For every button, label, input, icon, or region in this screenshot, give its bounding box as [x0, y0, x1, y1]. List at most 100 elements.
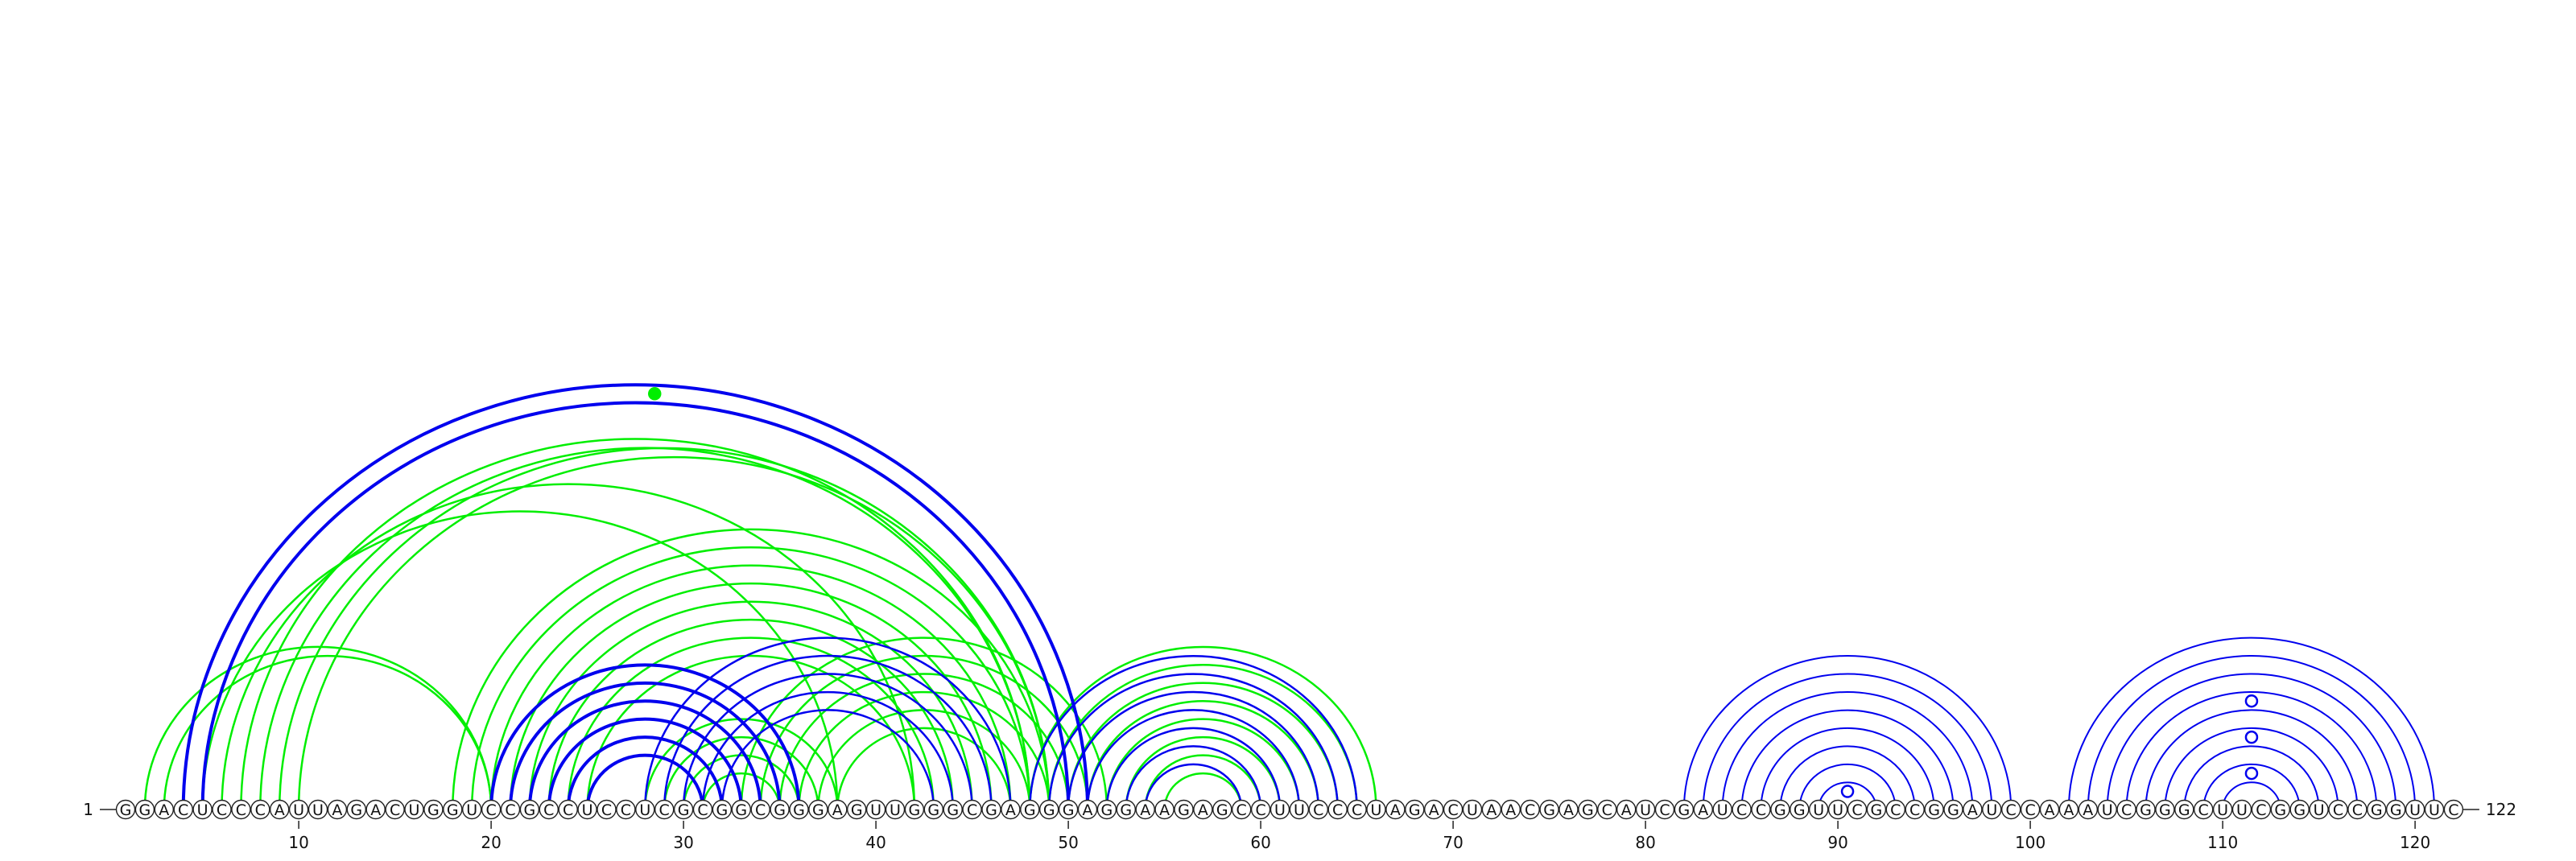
- nucleotide: C: [962, 799, 982, 820]
- nucleotide: U: [288, 799, 309, 820]
- nucleotide-circle: [1231, 799, 1252, 820]
- arc-52-61: [1105, 727, 1282, 810]
- nucleotide: A: [1154, 799, 1174, 820]
- nucleotide-letter: C: [2121, 801, 2132, 819]
- arc-33-52: [740, 636, 1108, 810]
- arc-25-31: [585, 753, 704, 810]
- nucleotide: G: [1943, 799, 1963, 820]
- nucleotide: A: [1193, 799, 1213, 820]
- arc-106-117: [2145, 709, 2359, 810]
- nucleotide-circle: [173, 799, 193, 820]
- nucleotide-circle: [1058, 799, 1079, 820]
- arc-108-115: [2183, 745, 2320, 810]
- nucleotide-circle: [519, 799, 540, 820]
- nucleotide-circle: [1481, 799, 1502, 820]
- nucleotide: A: [270, 799, 290, 820]
- nucleotide-letter: C: [505, 801, 515, 819]
- nucleotide-letter: U: [409, 801, 420, 819]
- nucleotide-circle: [365, 799, 386, 820]
- nucleotide-letter: A: [1159, 801, 1170, 819]
- arc-6-42: [221, 483, 916, 810]
- nucleotide-letter: A: [1563, 801, 1574, 819]
- nucleotide-circle: [770, 799, 790, 820]
- nucleotide-letter: U: [1294, 801, 1305, 819]
- nucleotide-circle: [2328, 799, 2348, 820]
- arc-52-62: [1105, 718, 1301, 810]
- nucleotide: G: [1038, 799, 1059, 820]
- nucleotide: U: [577, 799, 597, 820]
- nucleotide: C: [1327, 799, 1348, 820]
- nucleotide-letter: U: [2409, 801, 2421, 819]
- arc-20-36: [489, 663, 801, 810]
- nucleotide: U: [885, 799, 906, 820]
- nucleotide: C: [1231, 799, 1252, 820]
- nucleotide-circle: [2424, 799, 2445, 820]
- nucleotide: C: [250, 799, 270, 820]
- nucleotide-letter: C: [1313, 801, 1323, 819]
- nucleotide-letter: U: [1832, 801, 1843, 819]
- nucleotide-letter: G: [774, 801, 786, 819]
- loop-marker: [648, 387, 662, 401]
- nucleotide-circle: [1751, 799, 1771, 820]
- arc-31-35: [701, 772, 781, 810]
- nucleotide-letter: C: [755, 801, 766, 819]
- nucleotide: G: [1212, 799, 1232, 820]
- nucleotide-letter: C: [1890, 801, 1901, 819]
- nucleotide-letter: G: [1678, 801, 1690, 819]
- nucleotide-letter: G: [1928, 801, 1940, 819]
- nucleotide-circle: [1020, 799, 1040, 820]
- nucleotide-circle: [1674, 799, 1695, 820]
- nucleotide-circle: [308, 799, 328, 820]
- nucleotide: G: [904, 799, 925, 820]
- nucleotide-letter: C: [2025, 801, 2035, 819]
- arc-54-59: [1144, 763, 1243, 810]
- arc-21-35: [509, 681, 782, 810]
- nucleotide: C: [558, 799, 578, 820]
- nucleotide-letter: G: [120, 801, 132, 819]
- arc-102-121: [2067, 636, 2435, 810]
- nucleotide: C: [1308, 799, 1329, 820]
- nucleotide-letter: U: [1717, 801, 1728, 819]
- nucleotide-circle: [1308, 799, 1329, 820]
- nucleotide-circle: [1732, 799, 1752, 820]
- nucleotide-letter: A: [1505, 801, 1516, 819]
- nucleotide: U: [1827, 799, 1848, 820]
- arc-30-45: [682, 673, 973, 810]
- nucleotide-circle: [1827, 799, 1848, 820]
- nucleotide: C: [500, 799, 521, 820]
- nucleotide-circle: [2193, 799, 2214, 820]
- nucleotide-letter: G: [2293, 801, 2306, 819]
- nucleotide-letter: U: [2314, 801, 2325, 819]
- nucleotide-letter: U: [582, 801, 593, 819]
- nucleotide-letter: U: [312, 801, 324, 819]
- nucleotide: A: [154, 799, 175, 820]
- nucleotide-circle: [1116, 799, 1137, 820]
- arc-2-20: [143, 645, 493, 810]
- nucleotide: C: [1751, 799, 1771, 820]
- nucleotide-circle: [635, 799, 655, 820]
- nucleotide: C: [173, 799, 193, 820]
- nucleotide-circle: [2347, 799, 2368, 820]
- nucleotide-letter: U: [1371, 801, 1382, 819]
- nucleotide-circle: [192, 799, 213, 820]
- nucleotide-circle: [2000, 799, 2021, 820]
- nucleotide: C: [2251, 799, 2272, 820]
- nucleotide-letter: A: [1967, 801, 1978, 819]
- nucleotide-circle: [692, 799, 713, 820]
- nucleotide-letter: U: [870, 801, 881, 819]
- nucleotide-circle: [1366, 799, 1386, 820]
- nucleotide-letter: C: [2352, 801, 2363, 819]
- nucleotide: G: [2174, 799, 2194, 820]
- nucleotide-circle: [577, 799, 597, 820]
- nucleotide-circle: [1135, 799, 1155, 820]
- nucleotide-circle: [1327, 799, 1348, 820]
- arc-18-49: [452, 528, 1051, 810]
- nucleotide-letter: A: [370, 801, 381, 819]
- nucleotide-circle: [346, 799, 366, 820]
- nucleotide-circle: [2020, 799, 2041, 820]
- nucleotide: U: [865, 799, 886, 820]
- arc-19-48: [470, 546, 1031, 810]
- nucleotide-letter: A: [1198, 801, 1208, 819]
- nucleotide: A: [1558, 799, 1579, 820]
- nucleotide-letter: U: [1467, 801, 1478, 819]
